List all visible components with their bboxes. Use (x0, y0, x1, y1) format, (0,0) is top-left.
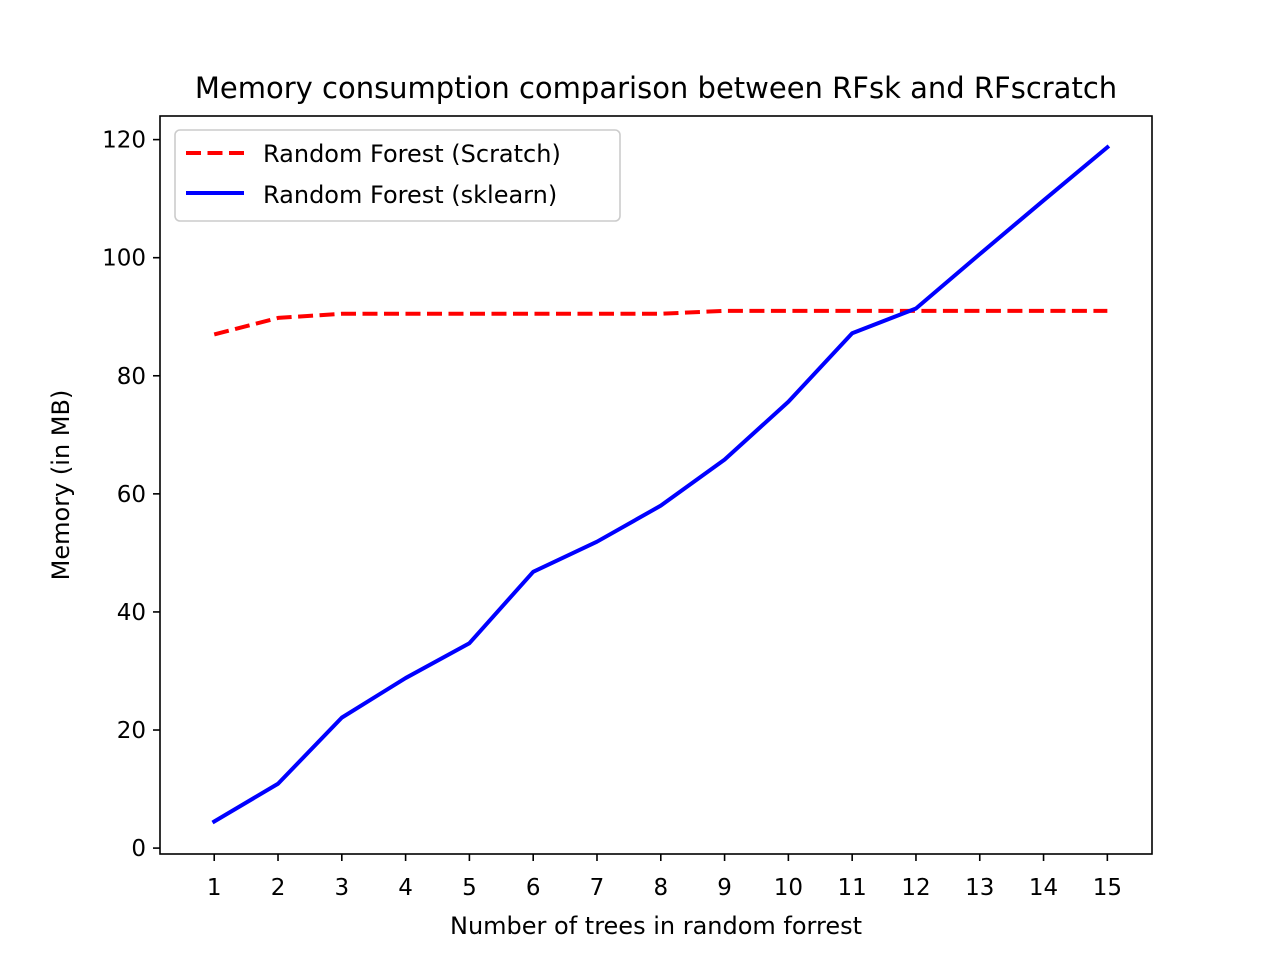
y-tick-label: 120 (102, 128, 146, 154)
x-tick-label: 12 (901, 875, 930, 901)
y-tick-label: 20 (117, 718, 146, 744)
x-tick-label: 9 (717, 875, 732, 901)
x-tick-label: 5 (462, 875, 477, 901)
x-tick-label: 14 (1029, 875, 1058, 901)
y-axis-title: Memory (in MB) (47, 390, 75, 581)
series-line-random-forest-sklearn (211, 144, 1111, 825)
plot-area (159, 115, 1153, 855)
x-tick-label: 1 (207, 875, 222, 901)
y-tick-label: 100 (102, 246, 146, 272)
series-line-random-forest-scratch (213, 308, 1108, 337)
x-axis-title: Number of trees in random forrest (450, 912, 862, 940)
x-tick-label: 6 (526, 875, 541, 901)
y-tick-label: 80 (117, 364, 146, 390)
legend-label-scratch: Random Forest (Scratch) (263, 140, 561, 168)
y-tick-label: 60 (117, 482, 146, 508)
legend-label-sklearn: Random Forest (sklearn) (263, 181, 557, 209)
x-axis: 1 2 3 4 5 6 7 8 9 10 11 12 13 14 15 (207, 854, 1122, 901)
legend-box (174, 129, 621, 222)
x-tick-label: 13 (965, 875, 994, 901)
x-tick-label: 8 (653, 875, 668, 901)
series-layer (211, 144, 1111, 825)
x-tick-label: 3 (334, 875, 349, 901)
legend: Random Forest (Scratch) Random Forest (s… (174, 129, 621, 222)
x-tick-label: 4 (398, 875, 413, 901)
x-tick-label: 2 (271, 875, 286, 901)
x-tick-label: 7 (590, 875, 605, 901)
y-tick-label: 0 (131, 836, 146, 862)
chart-title: Memory consumption comparison between RF… (195, 71, 1117, 105)
x-tick-label: 10 (774, 875, 803, 901)
x-tick-label: 15 (1093, 875, 1122, 901)
y-tick-label: 40 (117, 600, 146, 626)
y-axis: 0 20 40 60 80 100 120 (102, 128, 160, 862)
x-tick-label: 11 (838, 875, 867, 901)
